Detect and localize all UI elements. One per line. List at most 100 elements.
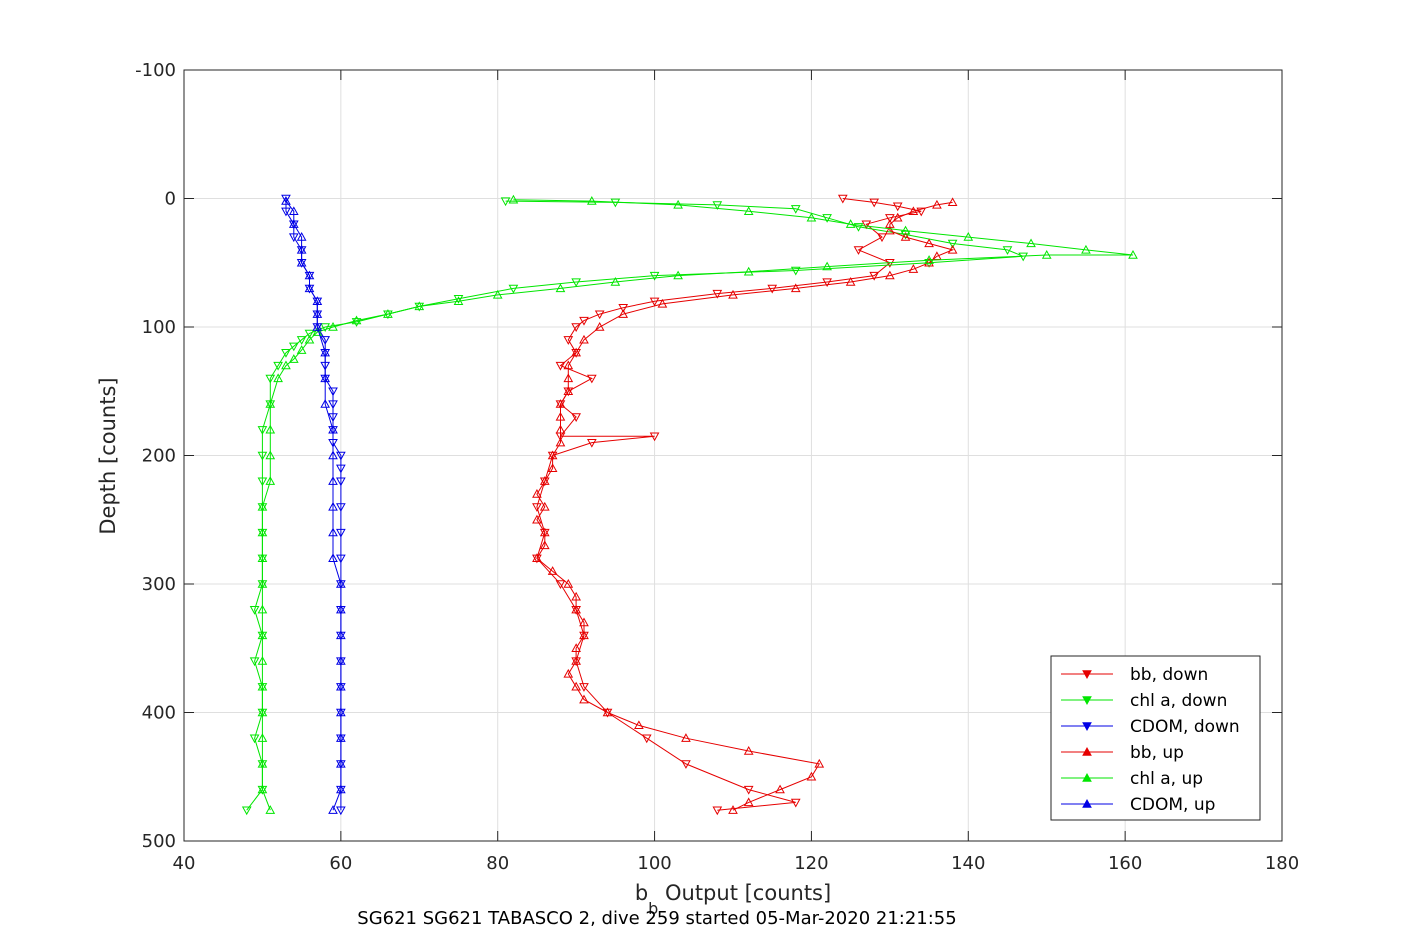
data-point [845, 276, 856, 286]
legend-marker [1082, 696, 1092, 706]
data-point [712, 806, 723, 816]
data-point [351, 315, 362, 325]
data-point [336, 554, 346, 564]
x-axis-label-rest: Output [counts] [658, 881, 831, 905]
data-point [539, 476, 550, 485]
data-point [924, 257, 934, 267]
series-line [285, 200, 342, 811]
legend-marker [1082, 798, 1092, 808]
data-point [539, 501, 550, 511]
data-point [273, 361, 283, 371]
data-point [532, 553, 542, 562]
legend-label: bb, down [1130, 665, 1208, 685]
data-point [320, 336, 331, 345]
data-point [296, 244, 307, 254]
data-point [571, 591, 581, 601]
data-point [312, 321, 323, 331]
data-point [336, 758, 346, 768]
x-tick-label: 140 [951, 853, 985, 874]
data-point [257, 784, 268, 794]
data-point [571, 278, 581, 288]
data-point [571, 604, 581, 614]
data-point [273, 373, 283, 383]
data-point [822, 278, 832, 288]
data-point [892, 212, 903, 222]
legend-label: chl a, up [1130, 769, 1203, 789]
data-point [869, 198, 880, 208]
data-point [304, 334, 315, 344]
x-axis-label: bb Output [counts] [635, 881, 831, 918]
data-point [571, 413, 581, 422]
data-point [845, 219, 856, 228]
data-point [657, 298, 668, 308]
data-point [908, 264, 919, 273]
data-point [743, 746, 754, 755]
data-point [288, 342, 299, 352]
data-point [555, 580, 566, 590]
data-point [837, 194, 848, 204]
data-point [492, 289, 503, 299]
data-point [743, 206, 754, 216]
data-point [712, 201, 723, 210]
x-tick-label: 120 [794, 853, 828, 874]
data-point [304, 283, 315, 293]
data-point [257, 426, 268, 435]
data-point [892, 202, 903, 212]
series-cdom-up [281, 196, 346, 814]
data-point [547, 566, 558, 575]
x-tick-label: 160 [1108, 853, 1142, 874]
data-point [320, 373, 331, 383]
data-point [328, 424, 338, 434]
data-point [618, 309, 629, 318]
series-line [536, 198, 922, 811]
data-point [328, 387, 338, 397]
legend: bb, down chl a, down CDOM, down bb, up chl a… [1050, 655, 1261, 821]
data-point [328, 413, 338, 422]
data-point [594, 310, 605, 320]
data-point [728, 805, 738, 814]
data-point [853, 246, 864, 255]
y-tick-label: 300 [142, 574, 176, 595]
data-point [500, 197, 511, 207]
data-point [547, 450, 558, 460]
data-point [586, 438, 597, 448]
data-point [249, 606, 260, 615]
data-point [257, 527, 268, 537]
y-tick-label: 100 [142, 317, 176, 338]
data-point [257, 681, 268, 691]
data-point [649, 297, 660, 307]
x-tick-label: 80 [486, 853, 509, 874]
data-point [563, 373, 574, 383]
data-point [579, 316, 589, 326]
data-point [555, 424, 566, 434]
data-point [610, 198, 621, 208]
legend-label: chl a, down [1130, 691, 1227, 711]
data-point [539, 540, 550, 550]
data-point [265, 399, 276, 408]
data-point [265, 805, 276, 814]
chart-caption: SG621 SG621 TABASCO 2, dive 259 started … [357, 908, 956, 929]
data-point [563, 360, 574, 370]
data-point [304, 329, 315, 339]
data-point [328, 321, 338, 331]
data-point [257, 578, 268, 588]
data-point [790, 266, 801, 276]
data-point [814, 758, 825, 768]
y-tick-label: -100 [135, 60, 176, 81]
data-point [257, 477, 268, 487]
data-point [822, 261, 832, 271]
data-point [257, 656, 268, 665]
data-point [547, 463, 558, 473]
data-point [288, 354, 299, 363]
data-point [328, 501, 338, 511]
data-point [241, 806, 252, 816]
data-point [532, 489, 542, 498]
data-point [900, 230, 911, 240]
data-point [728, 289, 738, 299]
data-point [281, 194, 291, 204]
data-point [563, 578, 574, 588]
data-point [571, 643, 581, 652]
data-point [1026, 238, 1036, 248]
data-point [947, 239, 958, 249]
